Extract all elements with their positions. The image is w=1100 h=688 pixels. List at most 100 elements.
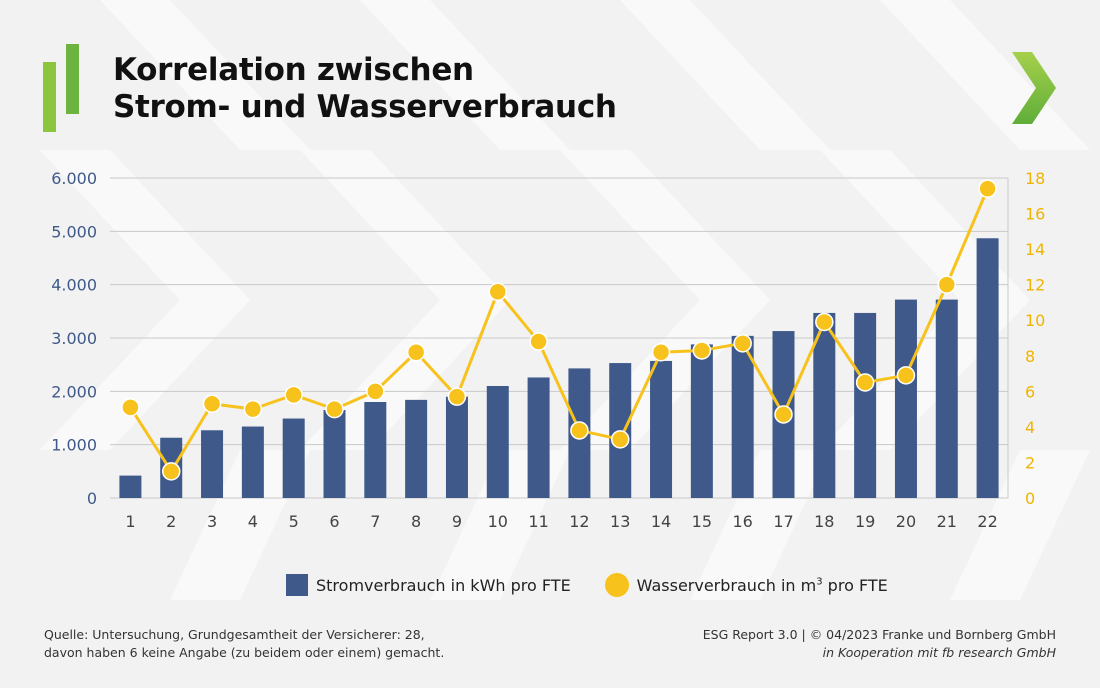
bar xyxy=(364,402,387,498)
x-tick-label: 16 xyxy=(733,512,753,531)
y-right-tick-label: 14 xyxy=(1025,240,1045,259)
water-point xyxy=(366,382,385,401)
credit-note: ESG Report 3.0 | © 04/2023 Franke und Bo… xyxy=(703,626,1056,662)
source-line-2: davon haben 6 keine Angabe (zu beidem od… xyxy=(44,645,445,660)
bar xyxy=(445,396,468,498)
y-left-tick-label: 6.000 xyxy=(51,169,97,188)
x-tick-label: 8 xyxy=(411,512,421,531)
legend-label-bar: Stromverbrauch in kWh pro FTE xyxy=(316,575,571,595)
water-point xyxy=(815,312,834,332)
x-tick-label: 1 xyxy=(125,512,135,531)
bar xyxy=(935,299,958,498)
water-point xyxy=(121,398,140,417)
bar xyxy=(201,430,224,498)
y-left-tick-label: 1.000 xyxy=(51,436,97,455)
water-point xyxy=(570,421,589,440)
bar xyxy=(731,335,754,498)
x-tick-label: 2 xyxy=(166,512,176,531)
legend-label-line: Wasserverbrauch in m3 pro FTE xyxy=(637,576,888,595)
chart-title-line-2: Strom- und Wasserverbrauch xyxy=(113,89,617,125)
bar xyxy=(323,410,346,498)
credit-line-2: in Kooperation mit fb research GmbH xyxy=(822,645,1056,660)
x-tick-label: 14 xyxy=(651,512,671,531)
water-point xyxy=(447,387,467,406)
x-tick-label: 15 xyxy=(692,512,712,531)
bar xyxy=(650,360,673,498)
y-right-tick-label: 10 xyxy=(1025,311,1045,330)
x-tick-label: 5 xyxy=(289,512,299,531)
x-tick-label: 13 xyxy=(610,512,630,531)
water-series-line xyxy=(129,188,989,473)
water-point xyxy=(325,399,344,419)
x-tick-label: 12 xyxy=(569,512,589,531)
y-left-tick-label: 2.000 xyxy=(51,382,97,401)
water-point xyxy=(406,342,426,362)
legend-label-line-rest: pro FTE xyxy=(822,575,888,595)
water-point xyxy=(896,366,916,385)
x-tick-label: 3 xyxy=(207,512,217,531)
water-point xyxy=(774,405,793,424)
bar xyxy=(405,399,428,498)
legend-label-line-main: Wasserverbrauch in m xyxy=(636,575,817,595)
source-line-1: Quelle: Untersuchung, Grundgesamtheit de… xyxy=(44,627,425,642)
legend-swatch-bar xyxy=(286,574,308,596)
chart-title: Korrelation zwischen Strom- und Wasserve… xyxy=(113,52,617,126)
x-tick-label: 20 xyxy=(896,512,916,531)
y-right-tick-label: 12 xyxy=(1025,276,1045,295)
y-right-tick-label: 0 xyxy=(1025,489,1035,508)
water-point xyxy=(610,430,630,449)
bar xyxy=(690,344,713,498)
x-tick-label: 6 xyxy=(329,512,339,531)
y-right-tick-label: 16 xyxy=(1025,205,1045,224)
y-left-tick-label: 0 xyxy=(87,489,97,508)
bar xyxy=(527,377,550,498)
bar xyxy=(486,386,509,498)
water-point xyxy=(243,399,263,419)
y-left-tick-label: 3.000 xyxy=(51,329,97,348)
x-tick-label: 9 xyxy=(452,512,462,531)
water-point xyxy=(855,373,875,392)
x-tick-label: 10 xyxy=(488,512,508,531)
bar xyxy=(894,299,917,498)
logo-bars-icon-2 xyxy=(66,44,79,114)
legend-label-line-sup: 3 xyxy=(816,576,823,588)
bar xyxy=(854,312,877,498)
water-point xyxy=(978,179,997,198)
y-right-tick-label: 18 xyxy=(1025,169,1045,188)
bar xyxy=(119,475,142,498)
water-point xyxy=(161,462,181,481)
credit-line-1: ESG Report 3.0 | © 04/2023 Franke und Bo… xyxy=(702,627,1056,642)
x-tick-label: 19 xyxy=(855,512,875,531)
chart-title-line-1: Korrelation zwischen xyxy=(113,52,474,88)
x-tick-label: 4 xyxy=(248,512,258,531)
chart-legend: Stromverbrauch in kWh pro FTE Wasserverb… xyxy=(286,573,888,597)
x-tick-label: 17 xyxy=(773,512,793,531)
x-tick-label: 21 xyxy=(937,512,957,531)
water-point xyxy=(692,341,712,360)
logo-bars-icon xyxy=(43,62,56,132)
water-point xyxy=(529,332,548,351)
chevron-right-icon xyxy=(1012,52,1056,124)
water-point xyxy=(651,342,671,362)
water-point xyxy=(733,334,752,353)
water-point xyxy=(284,385,303,405)
y-right-tick-label: 4 xyxy=(1025,418,1035,437)
y-left-tick-label: 4.000 xyxy=(51,276,97,295)
y-left-tick-label: 5.000 xyxy=(51,222,97,241)
water-point xyxy=(202,394,222,414)
x-tick-label: 11 xyxy=(528,512,548,531)
y-right-tick-label: 8 xyxy=(1025,347,1035,366)
source-note: Quelle: Untersuchung, Grundgesamtheit de… xyxy=(44,626,444,662)
bar xyxy=(241,426,264,498)
bar xyxy=(282,418,305,498)
water-point xyxy=(488,282,508,302)
bar xyxy=(976,238,999,498)
x-tick-label: 7 xyxy=(370,512,380,531)
y-right-tick-label: 6 xyxy=(1025,382,1035,401)
bar xyxy=(813,312,836,498)
y-right-tick-label: 2 xyxy=(1025,453,1035,472)
x-tick-label: 18 xyxy=(814,512,834,531)
water-point xyxy=(937,275,957,294)
